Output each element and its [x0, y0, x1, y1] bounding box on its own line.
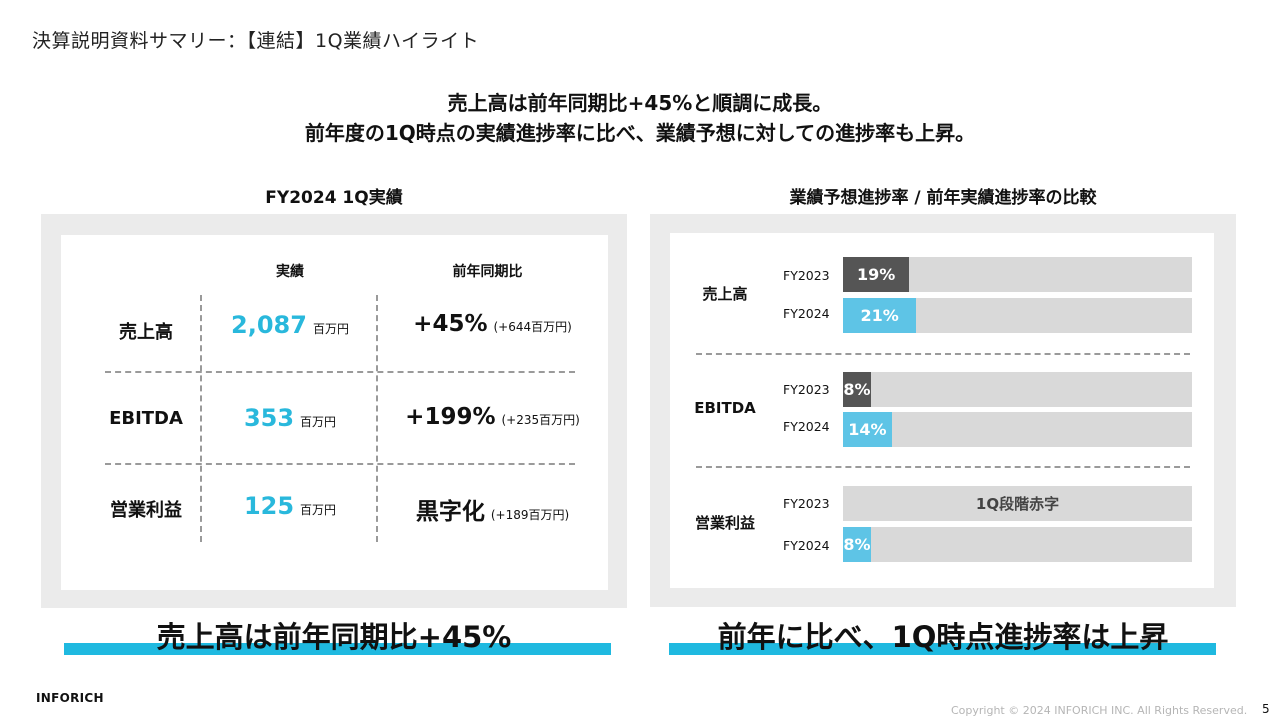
footer-copyright: Copyright © 2024 INFORICH INC. All Right… — [951, 704, 1248, 717]
col-head-actual: 実績 — [276, 264, 304, 280]
row-label-operating-income: 営業利益 — [110, 500, 182, 521]
right-bottom-text: 前年に比べ、1Q時点進捗率は上昇 — [717, 620, 1169, 654]
left-section-title: FY2024 1Q実績 — [265, 188, 403, 208]
right-underline — [669, 643, 1216, 655]
value-ebitda-unit: 百万円 — [300, 415, 337, 429]
chart-category-ebitda: EBITDA — [694, 399, 756, 417]
yoy-operating-income: 黒字化 (+189百万円) — [380, 492, 605, 526]
year-label-oi-fy2023: FY2023 — [783, 496, 830, 511]
divider-vertical-2 — [376, 295, 378, 542]
value-sales-unit: 百万円 — [312, 322, 349, 336]
value-operating-income: 125 百万円 — [205, 492, 375, 520]
bar-ebitda-fy2024: 14% — [843, 412, 892, 447]
value-operating-income-unit: 百万円 — [300, 503, 337, 517]
bar-sales-fy2024: 21% — [843, 298, 917, 333]
value-sales: 2,087 百万円 — [205, 311, 375, 339]
bar-sales-fy2023: 19% — [843, 257, 910, 292]
chart-divider-1 — [696, 353, 1190, 355]
results-card — [61, 235, 608, 590]
track-sales-fy2024: 21% — [843, 298, 1192, 333]
chart-divider-2 — [696, 466, 1190, 468]
chart-category-operating-income: 営業利益 — [694, 514, 755, 532]
year-label-ebitda-fy2024: FY2024 — [783, 419, 830, 434]
value-ebitda-number: 353 — [243, 404, 295, 432]
bar-oi-fy2024: 8% — [843, 527, 871, 562]
note-oi-fy2023-loss: 1Q段階赤字 — [975, 495, 1060, 513]
yoy-sales-detail: (+644百万円) — [493, 320, 572, 334]
value-ebitda: 353 百万円 — [205, 404, 375, 432]
yoy-operating-income-pct: 黒字化 — [415, 499, 485, 525]
bar-ebitda-fy2023: 8% — [843, 372, 871, 407]
left-bottom-text: 売上高は前年同期比+45% — [156, 620, 512, 654]
yoy-ebitda: +199% (+235百万円) — [380, 404, 605, 430]
yoy-sales-pct: +45% — [413, 311, 488, 337]
divider-horizontal-2 — [105, 463, 575, 465]
track-ebitda-fy2024: 14% — [843, 412, 1192, 447]
value-sales-number: 2,087 — [231, 311, 307, 339]
page-title: 決算説明資料サマリー：【連結】1Q業績ハイライト — [32, 30, 480, 52]
headline-line-2: 前年度の1Q時点の実績進捗率に比べ、業績予想に対しての進捗率も上昇。 — [304, 121, 976, 145]
divider-horizontal-1 — [105, 371, 575, 373]
footer-company: INFORICH — [36, 691, 104, 705]
page-number: 5 — [1262, 702, 1270, 716]
row-label-ebitda: EBITDA — [109, 408, 183, 429]
track-sales-fy2023: 19% — [843, 257, 1192, 292]
year-label-oi-fy2024: FY2024 — [783, 538, 830, 553]
headline-line-1: 売上高は前年同期比+45%と順調に成長。 — [447, 91, 833, 115]
track-oi-fy2023: 1Q段階赤字 — [843, 486, 1192, 521]
track-ebitda-fy2023: 8% — [843, 372, 1192, 407]
track-oi-fy2024: 8% — [843, 527, 1192, 562]
divider-vertical-1 — [200, 295, 202, 542]
left-underline — [64, 643, 611, 655]
yoy-ebitda-detail: (+235百万円) — [501, 413, 580, 427]
year-label-ebitda-fy2023: FY2023 — [783, 382, 830, 397]
yoy-sales: +45% (+644百万円) — [380, 311, 605, 337]
value-operating-income-number: 125 — [243, 492, 295, 520]
year-label-sales-fy2024: FY2024 — [783, 306, 830, 321]
row-label-sales: 売上高 — [119, 322, 173, 343]
col-head-yoy: 前年同期比 — [452, 264, 523, 280]
yoy-operating-income-detail: (+189百万円) — [490, 508, 570, 522]
chart-category-sales: 売上高 — [702, 285, 748, 303]
right-section-title: 業績予想進捗率 / 前年実績進捗率の比較 — [789, 188, 1097, 208]
year-label-sales-fy2023: FY2023 — [783, 268, 830, 283]
yoy-ebitda-pct: +199% — [405, 404, 496, 430]
